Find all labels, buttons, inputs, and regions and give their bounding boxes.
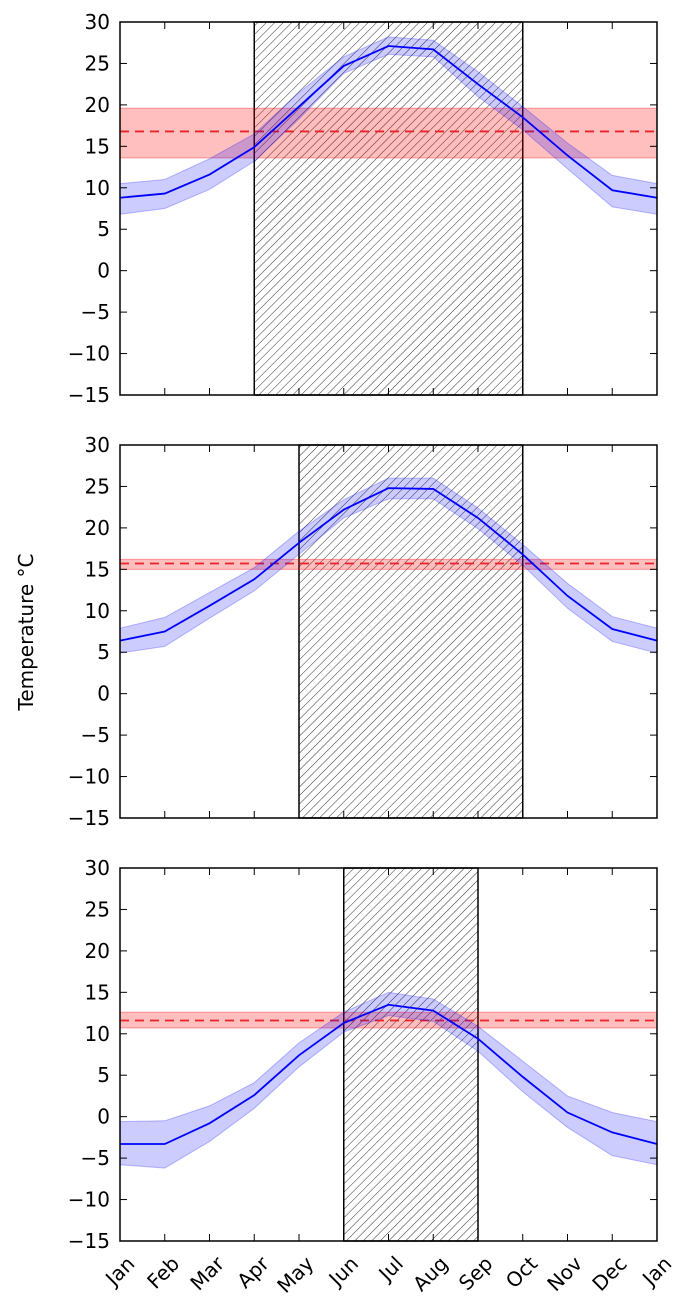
x-tick-label: Nov (542, 1251, 587, 1296)
x-tick-label: Mar (185, 1251, 229, 1295)
x-tick-label: Jun (323, 1251, 363, 1291)
x-tick-label: Jan (636, 1251, 673, 1291)
temperature-line (119, 45, 658, 199)
y-tick-label: 0 (97, 682, 110, 706)
panel-2: 30 25 20 15 10 5 0 −5 −10 −15 (68, 433, 658, 830)
y-tick-label: 5 (97, 217, 110, 241)
y-tick-label: −5 (81, 1146, 110, 1170)
x-tick-label: Sep (454, 1251, 498, 1295)
y-tick-label: −5 (81, 300, 110, 324)
temperature-line (120, 1003, 658, 1145)
x-tick-label: May (272, 1251, 318, 1297)
y-tick-label: −15 (68, 383, 110, 407)
y-tick-label: 20 (85, 93, 110, 117)
x-tick-label: Apr (232, 1251, 274, 1293)
hatched-span (298, 444, 524, 819)
y-tick-label: 25 (85, 51, 110, 75)
y-tick-label: 10 (85, 599, 110, 623)
y-tick-label: −5 (81, 723, 110, 747)
y-tick-label: 25 (85, 474, 110, 498)
y-tick-label: 30 (85, 856, 110, 880)
y-tick-label: −15 (68, 806, 110, 830)
y-tick-label: 0 (97, 1105, 110, 1129)
y-tick-label: 20 (85, 516, 110, 540)
x-tick-label: Jul (372, 1251, 407, 1286)
x-tick-label: Jan (99, 1251, 139, 1291)
mean-band (119, 107, 658, 159)
x-tick-label: Oct (501, 1251, 543, 1293)
y-tick-label: 15 (85, 980, 110, 1004)
y-tick-label: 20 (85, 939, 110, 963)
y-tick-label: 10 (85, 176, 110, 200)
y-tick-label: 15 (85, 134, 110, 158)
y-tick-label: 0 (97, 259, 110, 283)
hatched-span (343, 867, 479, 1242)
panels-group: 30 25 20 15 10 5 0 −5 −10 −15 30 25 20 15 10 5 0 −5 −10 −15… (68, 10, 673, 1298)
y-tick-label: 30 (85, 10, 110, 34)
y-tick-label: 5 (97, 1063, 110, 1087)
y-tick-label: −10 (68, 765, 110, 789)
y-tick-label: −10 (68, 342, 110, 366)
y-tick-label: 5 (97, 640, 110, 664)
x-tick-label: Dec (587, 1251, 631, 1295)
panel-1: 30 25 20 15 10 5 0 −5 −10 −15 (68, 10, 658, 407)
y-tick-label: 15 (85, 557, 110, 581)
temperature-line (119, 487, 658, 642)
x-tick-label: Feb (142, 1251, 184, 1293)
y-axis-label: Temperature °C (14, 553, 38, 711)
y-tick-label: 10 (85, 1022, 110, 1046)
y-tick-label: 30 (85, 433, 110, 457)
y-tick-label: −10 (68, 1188, 110, 1212)
x-tick-label: Aug (408, 1251, 453, 1296)
y-tick-label: 25 (85, 897, 110, 921)
y-tick-label: −15 (68, 1229, 110, 1253)
